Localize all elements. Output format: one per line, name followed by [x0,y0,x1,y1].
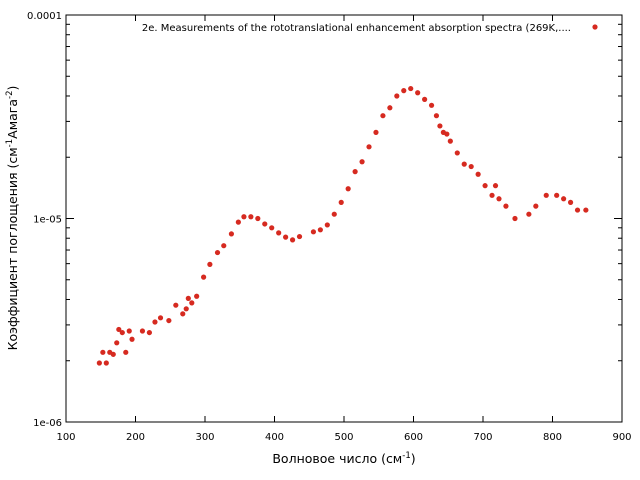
data-point [331,211,337,217]
data-points [96,85,589,366]
data-point [468,163,474,170]
data-point [394,93,400,99]
data-point [283,234,289,240]
data-point [401,88,407,94]
data-point [228,231,235,237]
x-tick-label: 100 [56,432,75,443]
data-point [428,102,435,108]
data-point [194,293,200,299]
data-point [157,315,164,321]
data-point [289,237,296,243]
data-point [387,105,393,111]
data-point [214,249,221,256]
y-tick-label: 1e-06 [33,418,62,429]
data-point [512,215,518,222]
data-point [408,85,414,92]
data-point [567,199,574,205]
data-point [201,274,207,280]
data-point [461,161,467,167]
data-point [248,214,254,220]
data-point [503,203,509,209]
x-axis-title: Волновое число (см-1) [272,451,415,466]
data-point [345,186,351,192]
data-point [482,183,488,189]
data-point [415,90,421,96]
data-point [310,229,317,235]
y-axis-title: Коэффициент поглощения (см-1Амага-2) [5,86,20,351]
data-point [533,203,539,209]
legend: 2e. Measurements of the rototranslationa… [142,23,598,34]
data-point [454,150,460,156]
x-tick-label: 300 [195,432,214,443]
data-point [116,326,122,333]
data-point [139,328,146,334]
data-point [166,317,172,324]
data-point [100,349,106,355]
data-point [338,199,344,205]
y-tick-label: 0.0001 [27,11,62,22]
data-point [152,319,158,325]
legend-label: 2e. Measurements of the rototranslationa… [142,23,571,34]
plot-frame [65,14,623,423]
data-point [262,221,268,227]
legend-marker [592,24,598,30]
data-point [447,138,453,144]
data-point [444,131,450,137]
data-point [173,302,179,308]
data-point [554,192,560,198]
data-point [296,233,303,240]
data-point [96,360,102,366]
data-point [317,227,323,233]
data-point [255,215,261,222]
data-point [180,311,186,317]
data-point [123,349,129,355]
data-point [235,219,241,225]
data-point [437,123,443,129]
data-point [126,328,132,334]
data-point [189,300,195,306]
data-point [185,295,191,301]
x-tick-label: 700 [473,432,492,443]
data-point [492,183,499,189]
x-tick-label: 600 [404,432,423,443]
data-point [114,340,120,346]
data-point [119,329,125,336]
data-point [583,207,589,213]
data-point [433,113,440,119]
data-point [324,222,330,228]
data-point [110,351,116,357]
data-point [352,169,358,175]
data-point [496,196,502,202]
x-tick-label: 900 [612,432,631,443]
data-point [373,129,379,135]
data-point [207,261,213,267]
data-point [129,336,135,342]
data-point [359,159,365,165]
data-point [241,214,247,220]
y-tick-label: 1e-05 [33,215,62,226]
x-tick-label: 800 [543,432,562,443]
x-tick-label: 500 [334,432,353,443]
data-point [561,196,567,202]
data-point [475,171,481,177]
data-point [380,113,386,119]
data-point [146,329,152,336]
data-point [543,192,549,198]
axis-ticks: 100 200 300 400 500 600 700 800 900 1e-06 1e-05 0.0… [27,11,632,443]
data-point [422,96,428,102]
x-tick-label: 400 [265,432,284,443]
data-point [183,306,189,312]
data-point [489,192,495,198]
data-point [574,207,581,213]
data-point [221,243,227,249]
data-point [269,225,275,231]
x-tick-label: 200 [126,432,145,443]
data-point [276,230,282,236]
data-point [103,360,109,366]
data-point [526,211,532,217]
data-point [366,144,372,150]
